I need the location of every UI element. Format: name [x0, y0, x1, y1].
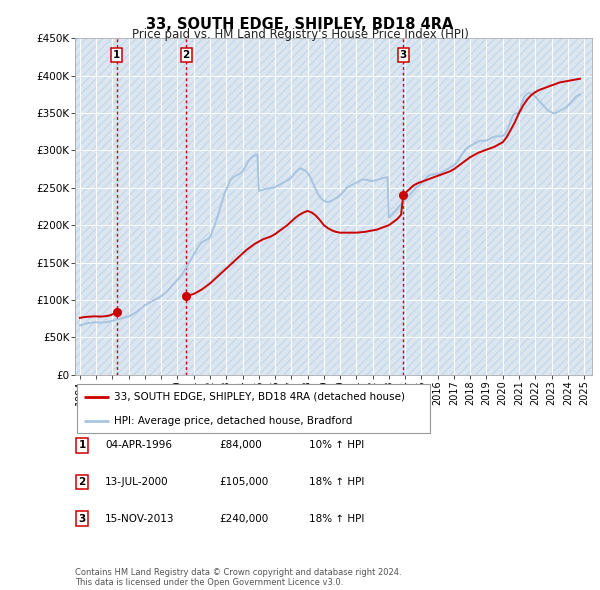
Text: 10% ↑ HPI: 10% ↑ HPI	[309, 441, 364, 450]
Text: 1: 1	[113, 50, 120, 60]
Text: 2: 2	[182, 50, 190, 60]
Text: 15-NOV-2013: 15-NOV-2013	[105, 514, 175, 523]
Text: £105,000: £105,000	[219, 477, 268, 487]
Text: 3: 3	[400, 50, 407, 60]
Text: 3: 3	[79, 514, 86, 523]
Text: 18% ↑ HPI: 18% ↑ HPI	[309, 514, 364, 523]
Text: 1: 1	[79, 441, 86, 450]
Text: 13-JUL-2000: 13-JUL-2000	[105, 477, 169, 487]
Text: HPI: Average price, detached house, Bradford: HPI: Average price, detached house, Brad…	[114, 416, 353, 426]
Text: 33, SOUTH EDGE, SHIPLEY, BD18 4RA (detached house): 33, SOUTH EDGE, SHIPLEY, BD18 4RA (detac…	[114, 392, 405, 402]
Text: Price paid vs. HM Land Registry's House Price Index (HPI): Price paid vs. HM Land Registry's House …	[131, 28, 469, 41]
Text: Contains HM Land Registry data © Crown copyright and database right 2024.
This d: Contains HM Land Registry data © Crown c…	[75, 568, 401, 587]
Text: 04-APR-1996: 04-APR-1996	[105, 441, 172, 450]
Text: 18% ↑ HPI: 18% ↑ HPI	[309, 477, 364, 487]
Text: 33, SOUTH EDGE, SHIPLEY, BD18 4RA: 33, SOUTH EDGE, SHIPLEY, BD18 4RA	[146, 17, 454, 31]
Text: 2: 2	[79, 477, 86, 487]
Text: £240,000: £240,000	[219, 514, 268, 523]
Text: £84,000: £84,000	[219, 441, 262, 450]
